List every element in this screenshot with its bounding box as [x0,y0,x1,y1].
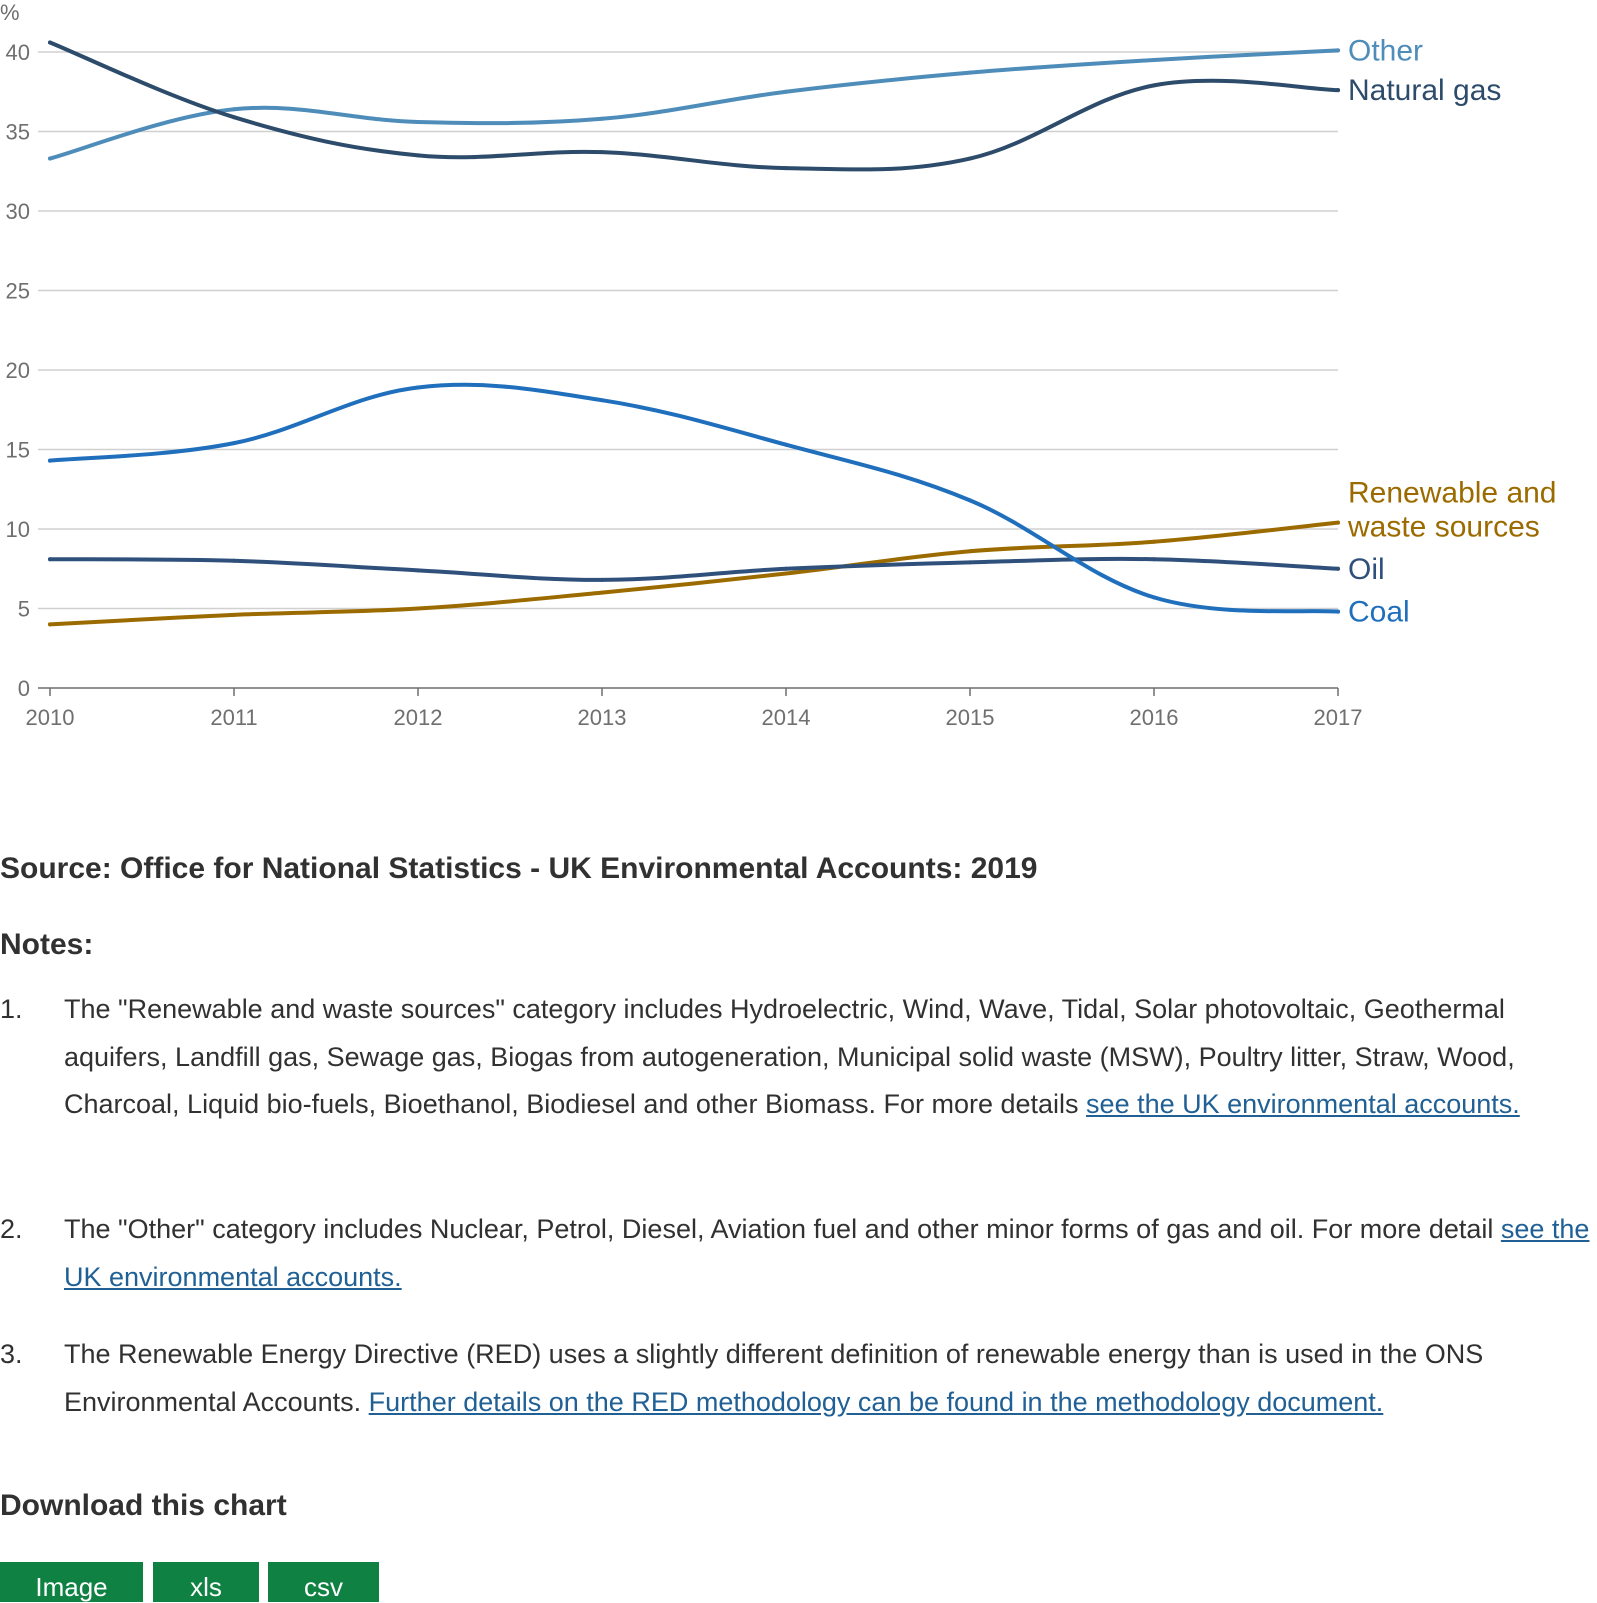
y-axis-unit-label: % [0,0,20,25]
line-chart: % 0 5 10 15 20 25 30 35 40 2010 2011 2012 2013 2014 201… [0,0,1557,730]
x-tick-label: 2014 [762,705,811,730]
data-point-coal [1152,595,1156,600]
data-point-renewable-and-waste-sources [48,622,52,627]
series-line-renewable-and-waste-sources [48,520,1340,627]
data-point-coal [600,398,604,403]
data-point-renewable-and-waste-sources [416,606,420,611]
data-point-coal [232,441,236,446]
y-tick-label: 25 [6,279,30,304]
data-point-coal [784,442,788,447]
data-point-coal [968,498,972,503]
data-point-natural-gas [784,166,788,171]
data-point-oil [48,557,52,562]
data-point-oil [968,560,972,565]
series-label-coal: Coal [1348,596,1410,629]
data-point-oil [1152,557,1156,562]
data-point-oil [416,568,420,573]
series-label-natural-gas: Natural gas [1348,74,1501,107]
y-tick-label: 5 [18,597,30,622]
download-image-button[interactable]: Image [0,1562,143,1602]
series-line-coal [48,382,1340,614]
note-text: The "Renewable and waste sources" catego… [64,986,1594,1129]
data-point-renewable-and-waste-sources [784,571,788,576]
series-label-renewable-and-waste-sources: Renewable and [1348,477,1557,510]
data-point-other [416,119,420,124]
download-xls-button[interactable]: xls [153,1562,259,1602]
data-point-coal [48,458,52,463]
notes-heading: Notes: [0,928,94,961]
note-number: 1. [0,994,23,1024]
data-point-renewable-and-waste-sources [968,549,972,554]
data-point-natural-gas [48,40,52,45]
note-body: The Renewable Energy Directive (RED) use… [64,1339,1484,1417]
x-tick-label: 2017 [1314,705,1363,730]
series-line-oil [48,556,1340,582]
series-label-renewable-and-waste-sources: waste sources [1347,511,1540,544]
data-point-oil [232,558,236,563]
series-line-natural-gas [48,40,1340,172]
chart-area: % 0 5 10 15 20 25 30 35 40 2010 2011 2012 2013 2014 201… [0,0,1597,770]
data-point-other [48,156,52,161]
data-point-renewable-and-waste-sources [1336,520,1340,525]
y-tick-label: 0 [18,676,30,701]
data-point-natural-gas [232,115,236,120]
data-point-renewable-and-waste-sources [600,590,604,595]
x-tick-label: 2015 [946,705,995,730]
data-point-other [1152,57,1156,62]
data-point-other [784,89,788,94]
data-point-natural-gas [600,150,604,155]
data-point-oil [1336,566,1340,571]
download-csv-button[interactable]: csv [268,1562,379,1602]
y-tick-label: 40 [6,40,30,65]
note-text: The Renewable Energy Directive (RED) use… [64,1331,1594,1426]
x-tick-label: 2016 [1130,705,1179,730]
x-tick-label: 2012 [394,705,443,730]
data-point-natural-gas [1152,83,1156,88]
data-point-coal [416,385,420,390]
series-label-other: Other [1348,34,1423,67]
data-point-renewable-and-waste-sources [232,612,236,617]
note-body: The "Other" category includes Nuclear, P… [64,1214,1501,1244]
uk-environmental-accounts-link[interactable]: see the UK environmental accounts. [64,1214,1590,1292]
note-body: The "Renewable and waste sources" catego… [64,994,1515,1119]
y-tick-label: 10 [6,517,30,542]
note-text: The "Other" category includes Nuclear, P… [64,1206,1594,1301]
data-point-natural-gas [1336,88,1340,93]
y-tick-label: 30 [6,199,30,224]
data-point-coal [1336,609,1340,614]
data-point-other [232,107,236,112]
data-point-natural-gas [416,153,420,158]
x-tick-label: 2013 [578,705,627,730]
data-point-oil [784,566,788,571]
series-line-other [48,48,1340,161]
series-label-oil: Oil [1348,553,1385,586]
data-point-renewable-and-waste-sources [1152,539,1156,544]
y-tick-label: 35 [6,120,30,145]
data-point-other [968,70,972,75]
x-tick-label: 2011 [210,705,257,730]
uk-environmental-accounts-link[interactable]: see the UK environmental accounts. [1086,1089,1520,1119]
chart-source: Source: Office for National Statistics -… [0,852,1038,885]
data-point-natural-gas [968,156,972,161]
y-tick-label: 15 [6,438,30,463]
data-point-other [1336,48,1340,53]
note-number: 2. [0,1214,23,1244]
y-tick-label: 20 [6,358,30,383]
red-methodology-link[interactable]: Further details on the RED methodology c… [368,1386,1384,1417]
data-point-other [600,116,604,121]
data-point-oil [600,577,604,582]
download-heading: Download this chart [0,1489,287,1522]
note-number: 3. [0,1339,23,1369]
x-tick-label: 2010 [26,705,75,730]
